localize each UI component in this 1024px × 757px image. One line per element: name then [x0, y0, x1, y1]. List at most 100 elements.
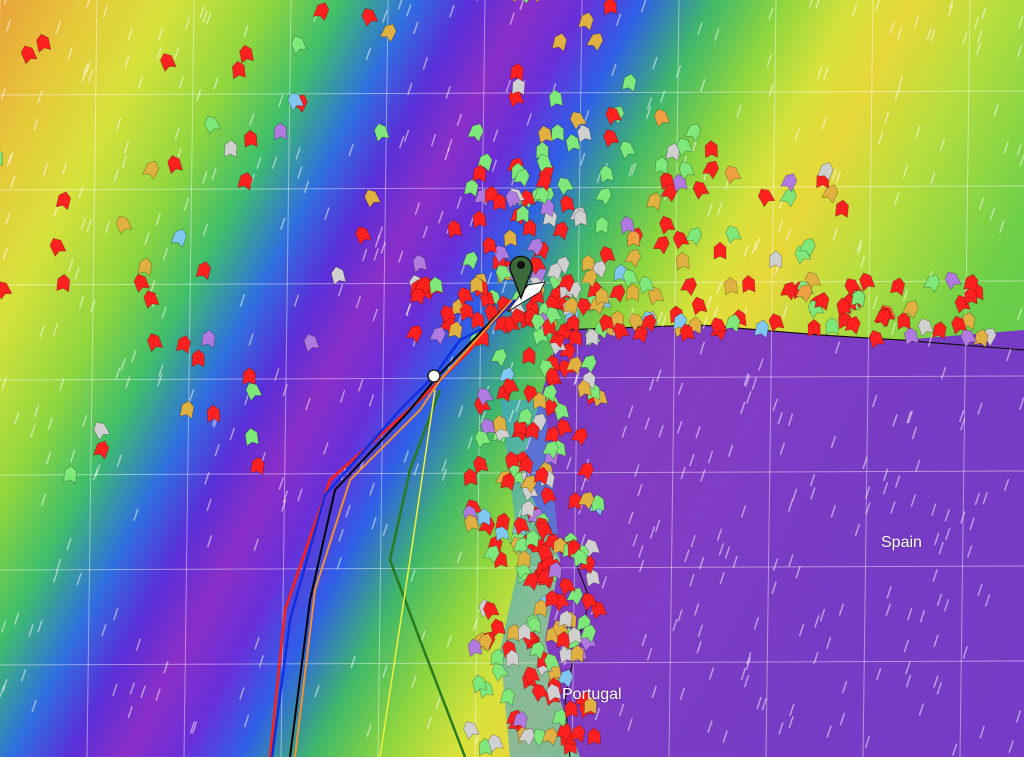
boat[interactable]	[19, 43, 38, 65]
boat[interactable]	[640, 312, 658, 333]
track-orange[interactable]	[294, 299, 513, 757]
track-green[interactable]	[388, 389, 467, 757]
boat[interactable]	[273, 122, 288, 141]
boat[interactable]	[520, 499, 535, 519]
boat[interactable]	[529, 311, 548, 333]
boat[interactable]	[709, 315, 728, 337]
boat[interactable]	[461, 719, 480, 741]
boat[interactable]	[463, 178, 479, 198]
boat[interactable]	[412, 253, 428, 274]
boat[interactable]	[490, 346, 509, 368]
boat[interactable]	[542, 651, 561, 673]
boat[interactable]	[620, 215, 635, 235]
boat[interactable]	[555, 721, 574, 743]
boat[interactable]	[237, 171, 254, 191]
boat[interactable]	[202, 114, 222, 135]
boat[interactable]	[545, 589, 559, 608]
boat[interactable]	[533, 391, 547, 410]
boat[interactable]	[618, 139, 637, 160]
boat[interactable]	[742, 274, 756, 294]
boat[interactable]	[517, 726, 537, 747]
track-yellow[interactable]	[379, 389, 436, 757]
boat[interactable]	[595, 287, 609, 306]
boat[interactable]	[570, 425, 590, 447]
boat[interactable]	[175, 334, 191, 355]
boat[interactable]	[679, 275, 699, 297]
boat[interactable]	[769, 250, 783, 269]
boat[interactable]	[573, 548, 588, 568]
track-red[interactable]	[268, 299, 511, 757]
boat[interactable]	[754, 319, 770, 339]
boat[interactable]	[250, 456, 265, 476]
boat[interactable]	[677, 159, 696, 181]
boat[interactable]	[456, 285, 474, 306]
boat[interactable]	[603, 0, 618, 16]
boat[interactable]	[932, 321, 947, 340]
boat[interactable]	[360, 6, 379, 28]
boat[interactable]	[191, 349, 205, 368]
boat[interactable]	[517, 549, 531, 569]
boat[interactable]	[675, 136, 694, 157]
boat[interactable]	[889, 276, 906, 297]
boat[interactable]	[578, 11, 595, 32]
boat[interactable]	[541, 726, 559, 747]
boat[interactable]	[463, 513, 480, 533]
boat[interactable]	[544, 304, 563, 326]
boat[interactable]	[834, 199, 849, 219]
boat[interactable]	[530, 681, 549, 703]
boat[interactable]	[551, 123, 565, 142]
boat[interactable]	[242, 367, 256, 386]
boat[interactable]	[429, 276, 444, 295]
boat[interactable]	[646, 191, 663, 212]
boat[interactable]	[565, 314, 580, 333]
boat[interactable]	[513, 417, 527, 437]
boat[interactable]	[518, 455, 534, 476]
boat[interactable]	[490, 661, 509, 683]
boat[interactable]	[463, 468, 478, 487]
boat[interactable]	[158, 51, 177, 73]
boat[interactable]	[499, 687, 515, 707]
boat[interactable]	[724, 223, 742, 245]
boat[interactable]	[493, 414, 508, 434]
boat[interactable]	[595, 216, 609, 235]
boat[interactable]	[527, 616, 541, 635]
boat[interactable]	[901, 298, 920, 320]
boat[interactable]	[535, 171, 553, 192]
boat[interactable]	[479, 289, 496, 309]
boat[interactable]	[647, 285, 665, 306]
boat[interactable]	[528, 639, 546, 661]
boat[interactable]	[568, 109, 588, 131]
boat[interactable]	[795, 282, 815, 303]
boat[interactable]	[504, 450, 521, 471]
boat[interactable]	[512, 710, 528, 730]
boat[interactable]	[552, 220, 570, 241]
boat[interactable]	[473, 428, 492, 449]
boat[interactable]	[671, 229, 690, 250]
boat[interactable]	[836, 297, 852, 317]
boat[interactable]	[0, 279, 13, 300]
boat[interactable]	[490, 618, 506, 638]
boat[interactable]	[779, 186, 799, 208]
boat[interactable]	[684, 121, 703, 143]
boat[interactable]	[867, 328, 885, 350]
boat[interactable]	[557, 272, 576, 293]
boat[interactable]	[244, 380, 263, 402]
boat[interactable]	[756, 186, 776, 208]
boat[interactable]	[373, 122, 390, 143]
boat[interactable]	[964, 286, 978, 306]
boat[interactable]	[63, 465, 78, 484]
boat[interactable]	[923, 272, 942, 294]
boat[interactable]	[200, 329, 216, 349]
boat[interactable]	[897, 311, 911, 330]
boat[interactable]	[565, 354, 584, 376]
boat[interactable]	[583, 696, 597, 715]
boat[interactable]	[621, 73, 637, 93]
boat[interactable]	[627, 229, 641, 248]
boat[interactable]	[535, 152, 554, 173]
boat[interactable]	[525, 529, 540, 549]
boat[interactable]	[570, 724, 586, 744]
boat[interactable]	[504, 188, 522, 209]
boat[interactable]	[685, 225, 704, 247]
boat[interactable]	[539, 485, 557, 506]
